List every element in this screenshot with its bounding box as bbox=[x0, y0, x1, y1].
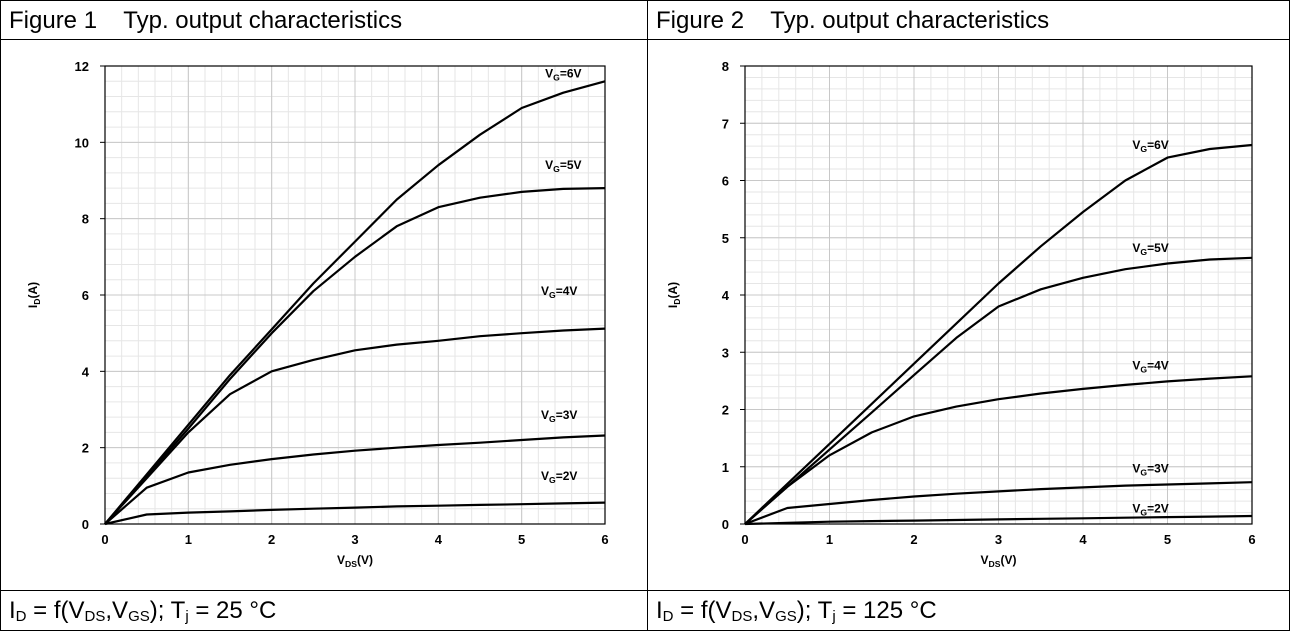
x-tick-label: 1 bbox=[826, 532, 833, 547]
figure-1-caption: ID = f(VDS,VGS); Tj = 25 °C bbox=[9, 597, 277, 625]
x-tick-label: 0 bbox=[741, 532, 748, 547]
y-tick-label: 4 bbox=[82, 364, 90, 379]
series-line-4 bbox=[744, 514, 1253, 526]
y-tick-label: 3 bbox=[722, 345, 729, 360]
series-line-0 bbox=[104, 80, 606, 525]
y-tick-label: 6 bbox=[82, 288, 89, 303]
x-tick-label: 6 bbox=[1248, 532, 1255, 547]
series-line-0 bbox=[744, 143, 1253, 525]
series-label-0: VG=6V bbox=[545, 66, 581, 82]
figure-2-chart: 0 1 2 3 4 5 6 0 1 2 3 4 5 6 7 8 VDS(V) ID(A) VG=6V VG=5V VG=… bbox=[666, 59, 1256, 569]
x-tick-label: 3 bbox=[351, 532, 358, 547]
series-line-1 bbox=[104, 187, 606, 525]
series-label-3: VG=3V bbox=[541, 408, 577, 424]
y-tick-label: 1 bbox=[722, 460, 729, 475]
series-label-4: VG=2V bbox=[1132, 502, 1168, 518]
y-tick-label: 2 bbox=[722, 403, 729, 418]
series-label-2: VG=4V bbox=[1132, 358, 1168, 374]
x-tick-label: 4 bbox=[435, 532, 443, 547]
y-axis-label: ID(A) bbox=[666, 282, 682, 308]
figure-1-title-cell: Figure 1 Typ. output characteristics bbox=[0, 0, 648, 40]
figure-2-plot-cell: 0 1 2 3 4 5 6 0 1 2 3 4 5 6 7 8 VDS(V) ID(A) VG=6V VG=5V VG=… bbox=[647, 39, 1290, 591]
y-tick-label: 2 bbox=[82, 441, 89, 456]
figure-1-title: Figure 1 Typ. output characteristics bbox=[9, 7, 403, 34]
x-axis-label: VDS(V) bbox=[337, 553, 373, 569]
series-label-1: VG=5V bbox=[545, 158, 581, 174]
y-axis-label: ID(A) bbox=[26, 282, 42, 308]
y-tick-label: 8 bbox=[82, 212, 89, 227]
figure-2-title-cell: Figure 2 Typ. output characteristics bbox=[647, 0, 1290, 40]
x-tick-label: 0 bbox=[101, 532, 108, 547]
series-line-2 bbox=[744, 375, 1253, 525]
series-label-4: VG=2V bbox=[541, 469, 577, 485]
series-label-3: VG=3V bbox=[1132, 461, 1168, 477]
series-label-1: VG=5V bbox=[1132, 241, 1168, 257]
y-tick-label: 0 bbox=[82, 517, 89, 532]
x-tick-label: 3 bbox=[995, 532, 1002, 547]
series-line-1 bbox=[744, 256, 1253, 525]
y-tick-label: 0 bbox=[722, 517, 729, 532]
x-axis-label: VDS(V) bbox=[981, 553, 1017, 569]
series-line-3 bbox=[744, 481, 1253, 526]
y-tick-label: 4 bbox=[722, 288, 730, 303]
figure-2-caption: ID = f(VDS,VGS); Tj = 125 °C bbox=[656, 597, 937, 625]
x-tick-label: 2 bbox=[268, 532, 275, 547]
x-tick-label: 5 bbox=[1164, 532, 1171, 547]
figure-1-chart: 0 1 2 3 4 5 6024681012VDS(V)ID(A)VG=6VVG=5VVG=… bbox=[26, 59, 609, 569]
series-line-2 bbox=[104, 327, 606, 525]
x-tick-label: 5 bbox=[518, 532, 525, 547]
series-line-4 bbox=[104, 501, 606, 526]
x-tick-label: 4 bbox=[1079, 532, 1087, 547]
y-tick-label: 7 bbox=[722, 116, 729, 131]
x-tick-label: 1 bbox=[185, 532, 192, 547]
series-line-3 bbox=[104, 434, 606, 525]
figure-2-title: Figure 2 Typ. output characteristics bbox=[656, 7, 1050, 34]
y-tick-label: 8 bbox=[722, 59, 729, 74]
x-tick-label: 6 bbox=[601, 532, 608, 547]
y-tick-label: 12 bbox=[75, 59, 89, 74]
y-tick-label: 6 bbox=[722, 174, 729, 189]
figure-1-caption-cell: ID = f(VDS,VGS); Tj = 25 °C bbox=[0, 590, 648, 631]
x-tick-label: 2 bbox=[910, 532, 917, 547]
figure-2-caption-cell: ID = f(VDS,VGS); Tj = 125 °C bbox=[647, 590, 1290, 631]
y-tick-label: 10 bbox=[75, 135, 89, 150]
series-label-2: VG=4V bbox=[541, 284, 577, 300]
y-tick-label: 5 bbox=[722, 231, 729, 246]
figure-1-plot-cell: 0 1 2 3 4 5 6 0 2 4 6 8 10 12 VDS(V) ID(A) VG=6V VG=5V VG=… bbox=[0, 39, 648, 591]
series-label-0: VG=6V bbox=[1132, 138, 1168, 154]
